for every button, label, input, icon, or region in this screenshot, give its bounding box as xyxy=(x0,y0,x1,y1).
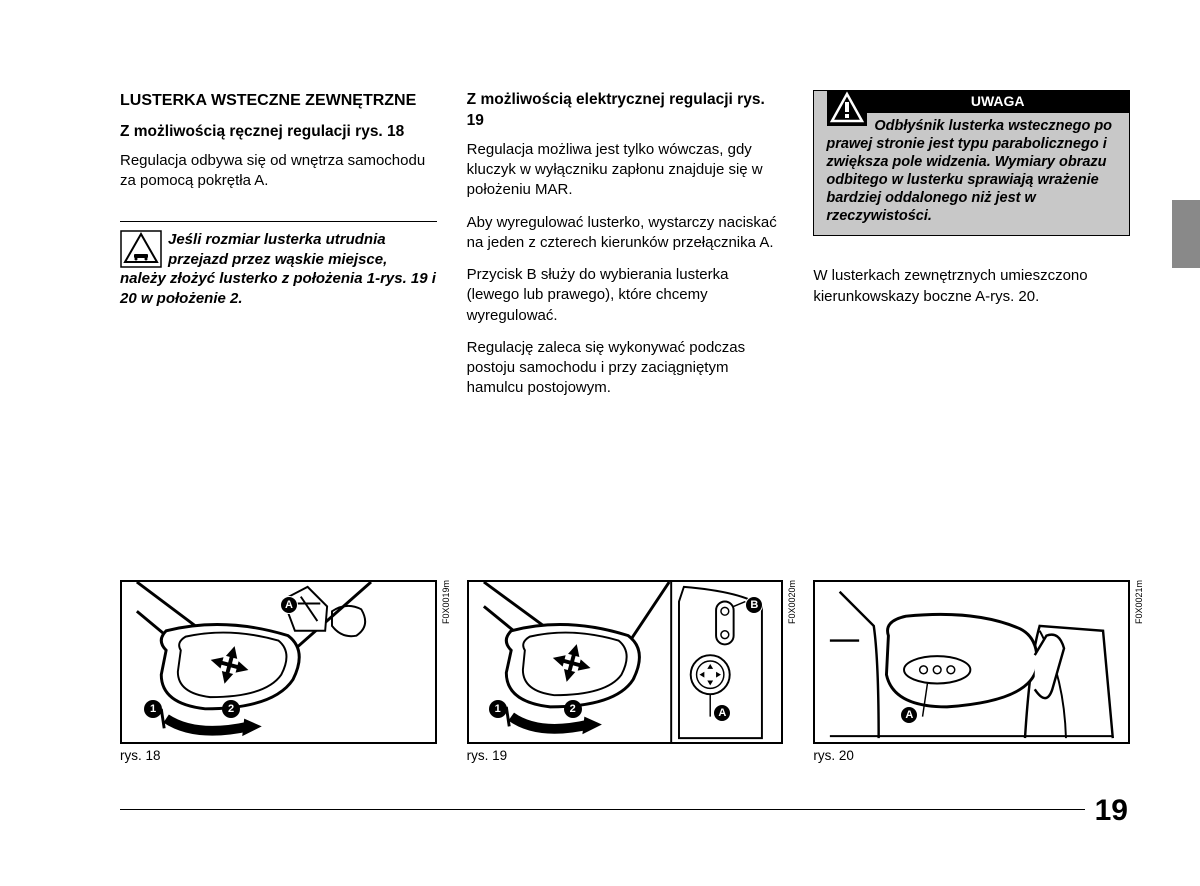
warning-box: UWAGA Odbłyśnik lusterka wstecznego po p… xyxy=(813,90,1130,236)
car-warning-icon xyxy=(120,230,162,268)
callout-text: Jeśli rozmiar lusterka utrudnia przejazd… xyxy=(120,231,436,307)
label-1: 1 xyxy=(489,700,507,718)
figure-19-svg xyxy=(469,582,782,742)
para-electric-1: Regulacja możliwa jest tylko wówczas, gd… xyxy=(467,140,784,201)
figure-18-svg xyxy=(122,582,435,742)
figure-20-box: A xyxy=(813,580,1130,744)
callout-fold: Jeśli rozmiar lusterka utrudnia przejazd… xyxy=(120,221,437,308)
label-2: 2 xyxy=(564,700,582,718)
label-1: 1 xyxy=(144,700,162,718)
column-2: Z możliwością elektrycznej regulacji rys… xyxy=(467,90,784,411)
content-columns: LUSTERKA WSTECZNE ZEWNĘTRZNE Z możliwośc… xyxy=(120,90,1130,411)
para-indicators: W lusterkach zewnętrznych umieszczono ki… xyxy=(813,266,1130,307)
page-number: 19 xyxy=(1095,794,1128,828)
label-a: A xyxy=(280,596,298,614)
figure-19-box: B A 1 2 xyxy=(467,580,784,744)
warning-text: Odbłyśnik lusterka wstecznego po prawej … xyxy=(826,118,1112,225)
figure-20-caption: rys. 20 xyxy=(813,748,1130,763)
figure-18-box: A 1 2 xyxy=(120,580,437,744)
figure-19: B A 1 2 F0X0020m rys. 19 xyxy=(467,580,784,763)
para-electric-4: Regulację zaleca się wykonywać podczas p… xyxy=(467,338,784,399)
subheading-manual: Z możliwością ręcznej regulacji rys. 18 xyxy=(120,122,437,143)
warning-triangle-icon xyxy=(826,89,868,127)
column-1: LUSTERKA WSTECZNE ZEWNĘTRZNE Z możliwośc… xyxy=(120,90,437,411)
figure-18-caption: rys. 18 xyxy=(120,748,437,763)
label-2: 2 xyxy=(222,700,240,718)
figure-20-code: F0X0021m xyxy=(1134,580,1144,624)
figure-20: A F0X0021m rys. 20 xyxy=(813,580,1130,763)
figure-18: A 1 2 F0X0019m rys. 18 xyxy=(120,580,437,763)
footer-rule xyxy=(120,809,1085,810)
column-3: UWAGA Odbłyśnik lusterka wstecznego po p… xyxy=(813,90,1130,411)
figures-row: A 1 2 F0X0019m rys. 18 xyxy=(0,580,1200,763)
subheading-electric: Z możliwością elektrycznej regulacji rys… xyxy=(467,90,784,132)
para-electric-2: Aby wyregulować lusterko, wystarczy naci… xyxy=(467,213,784,254)
para-manual-desc: Regulacja odbywa się od wnętrza samochod… xyxy=(120,151,437,192)
para-electric-3: Przycisk B służy do wybierania lusterka … xyxy=(467,265,784,326)
figure-19-code: F0X0020m xyxy=(787,580,797,624)
figure-20-svg xyxy=(815,582,1128,742)
heading-main: LUSTERKA WSTECZNE ZEWNĘTRZNE xyxy=(120,90,437,112)
figure-18-code: F0X0019m xyxy=(441,580,451,624)
figure-19-caption: rys. 19 xyxy=(467,748,784,763)
side-tab xyxy=(1172,200,1200,268)
warning-title: UWAGA xyxy=(866,91,1129,113)
